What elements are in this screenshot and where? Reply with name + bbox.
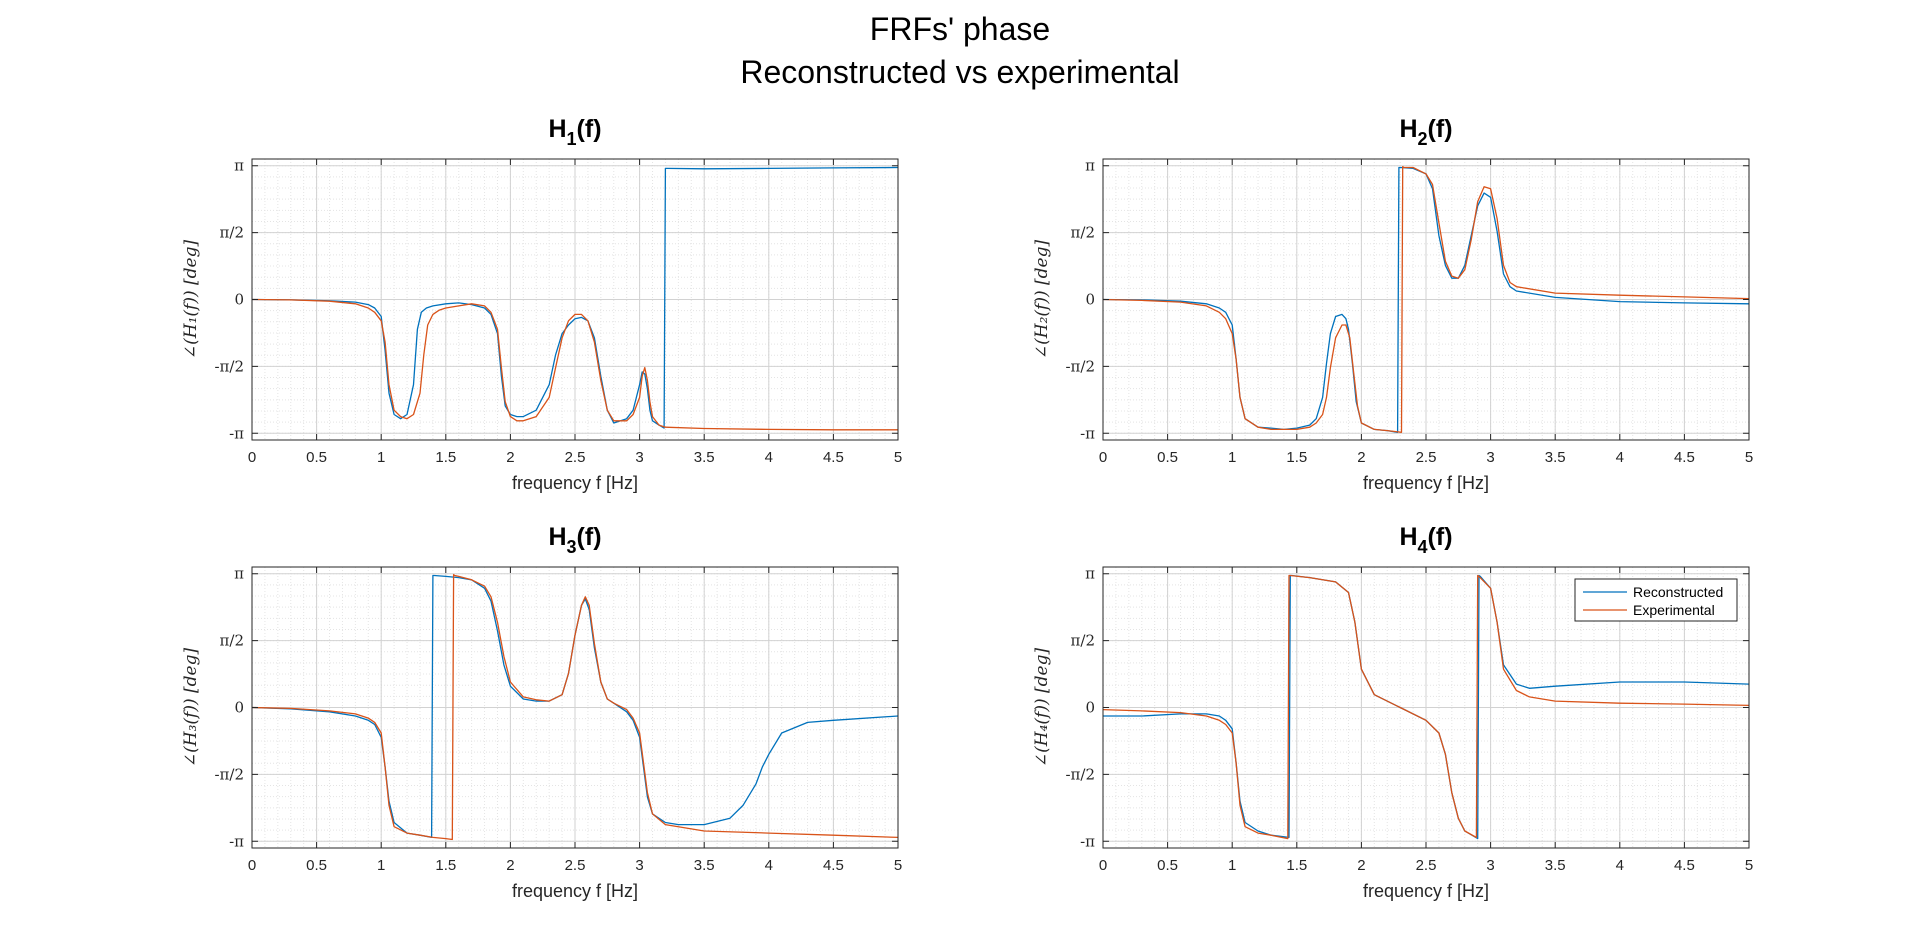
x-tick-label: 0 xyxy=(1099,857,1107,874)
legend-box xyxy=(1574,578,1738,622)
x-axis-label: frequency f [Hz] xyxy=(512,473,638,493)
y-tick-label: -π xyxy=(229,424,244,442)
y-tick-label: -π/2 xyxy=(1065,765,1095,783)
grid xyxy=(251,159,899,440)
x-tick-label: 5 xyxy=(894,449,902,466)
x-tick-label: 1.5 xyxy=(1286,857,1307,874)
legend-label-experimental: Experimental xyxy=(1633,602,1715,618)
series-line-experimental xyxy=(252,574,898,841)
x-tick-label: 2 xyxy=(506,449,514,466)
x-tick-label: 0 xyxy=(248,449,256,466)
x-tick-label: 4 xyxy=(1616,857,1624,874)
subplot-title: H3(f) xyxy=(548,523,601,557)
y-tick-label: π/2 xyxy=(220,632,244,650)
y-axis-label: ∠(H₃(f)) [deg] xyxy=(181,648,201,768)
subplot-title: H2(f) xyxy=(1399,115,1452,149)
x-tick-label: 2.5 xyxy=(565,857,586,874)
y-tick-label: -π/2 xyxy=(214,765,244,783)
x-tick-label: 4 xyxy=(1616,449,1624,466)
subplot-title: H4(f) xyxy=(1399,523,1452,557)
x-tick-label: 1.5 xyxy=(1286,449,1307,466)
x-tick-label: 1.5 xyxy=(435,449,456,466)
x-tick-label: 3 xyxy=(635,449,643,466)
y-axis-label: ∠(H₁(f)) [deg] xyxy=(181,240,201,360)
x-tick-label: 2.5 xyxy=(1416,857,1437,874)
y-tick-label: π xyxy=(234,565,244,583)
x-tick-label: 5 xyxy=(894,857,902,874)
x-tick-label: 2 xyxy=(506,857,514,874)
x-tick-label: 3.5 xyxy=(1545,449,1566,466)
x-tick-label: 4.5 xyxy=(1674,857,1695,874)
x-tick-label: 3.5 xyxy=(694,449,715,466)
x-axis-label: frequency f [Hz] xyxy=(1363,473,1489,493)
x-axis-label: frequency f [Hz] xyxy=(512,881,638,901)
x-tick-label: 3.5 xyxy=(694,857,715,874)
x-tick-label: 2.5 xyxy=(1416,449,1437,466)
y-tick-label: π xyxy=(234,157,244,175)
x-tick-label: 0.5 xyxy=(306,857,327,874)
x-tick-label: 4.5 xyxy=(823,857,844,874)
x-tick-label: 1 xyxy=(1228,449,1236,466)
x-tick-label: 1 xyxy=(377,449,385,466)
x-tick-label: 4 xyxy=(765,857,773,874)
y-tick-label: 0 xyxy=(1085,291,1095,309)
figure-title-line2: Reconstructed vs experimental xyxy=(740,54,1179,90)
y-tick-label: π/2 xyxy=(220,224,244,242)
y-axis-label: ∠(H₄(f)) [deg] xyxy=(1032,648,1052,768)
y-tick-label: π xyxy=(1085,565,1095,583)
x-tick-label: 1 xyxy=(377,857,385,874)
y-tick-label: -π/2 xyxy=(214,357,244,375)
y-tick-label: -π xyxy=(229,832,244,850)
x-tick-label: 4.5 xyxy=(1674,449,1695,466)
series-line-experimental xyxy=(1103,166,1749,433)
series-line-reconstructed xyxy=(252,166,898,429)
y-tick-label: -π/2 xyxy=(1065,357,1095,375)
series-line-experimental xyxy=(1103,574,1749,840)
x-tick-label: 3 xyxy=(1486,449,1494,466)
y-tick-label: π/2 xyxy=(1071,224,1095,242)
subplot-h4: 0 0.5 1 1.5 2 2.5 3 3.5 4 4.5 5 -π -π/2 0 π/2 π H4(f) fre… xyxy=(1032,523,1753,901)
x-tick-label: 0.5 xyxy=(1157,857,1178,874)
grid xyxy=(251,567,899,848)
subplot-title: H1(f) xyxy=(548,115,601,149)
y-tick-label: 0 xyxy=(234,291,244,309)
y-tick-label: 0 xyxy=(1085,699,1095,717)
figure-title-line1: FRFs' phase xyxy=(870,11,1050,47)
subplot-h1: 0 0.5 1 1.5 2 2.5 3 3.5 4 4.5 5 -π -π/2 0 π/2 π H1(f) fre… xyxy=(181,115,902,493)
x-tick-label: 5 xyxy=(1745,449,1753,466)
x-tick-label: 3 xyxy=(635,857,643,874)
series-line-experimental xyxy=(252,298,898,431)
y-tick-label: 0 xyxy=(234,699,244,717)
x-tick-label: 1 xyxy=(1228,857,1236,874)
x-tick-label: 3 xyxy=(1486,857,1494,874)
x-tick-label: 0 xyxy=(248,857,256,874)
subplot-h2: 0 0.5 1 1.5 2 2.5 3 3.5 4 4.5 5 -π -π/2 0 π/2 π H2(f) fre… xyxy=(1032,115,1753,493)
y-axis-label: ∠(H₂(f)) [deg] xyxy=(1032,240,1052,360)
x-tick-label: 3.5 xyxy=(1545,857,1566,874)
x-tick-label: 5 xyxy=(1745,857,1753,874)
legend-label-reconstructed: Reconstructed xyxy=(1633,584,1723,600)
y-tick-label: π/2 xyxy=(1071,632,1095,650)
x-tick-label: 4 xyxy=(765,449,773,466)
x-axis-label: frequency f [Hz] xyxy=(1363,881,1489,901)
y-tick-label: -π xyxy=(1080,424,1095,442)
legend: Reconstructed Experimental xyxy=(1574,578,1738,622)
subplots: 0 0.5 1 1.5 2 2.5 3 3.5 4 4.5 5 -π -π/2 0 π/2 π H1(f) fre… xyxy=(181,115,1753,901)
x-tick-label: 1.5 xyxy=(435,857,456,874)
x-tick-label: 0.5 xyxy=(306,449,327,466)
x-tick-label: 2 xyxy=(1357,449,1365,466)
y-tick-label: -π xyxy=(1080,832,1095,850)
x-tick-label: 2 xyxy=(1357,857,1365,874)
x-tick-label: 0 xyxy=(1099,449,1107,466)
x-tick-label: 0.5 xyxy=(1157,449,1178,466)
y-tick-label: π xyxy=(1085,157,1095,175)
x-tick-label: 2.5 xyxy=(565,449,586,466)
subplot-h3: 0 0.5 1 1.5 2 2.5 3 3.5 4 4.5 5 -π -π/2 0 π/2 π H3(f) fre… xyxy=(181,523,902,901)
x-tick-label: 4.5 xyxy=(823,449,844,466)
